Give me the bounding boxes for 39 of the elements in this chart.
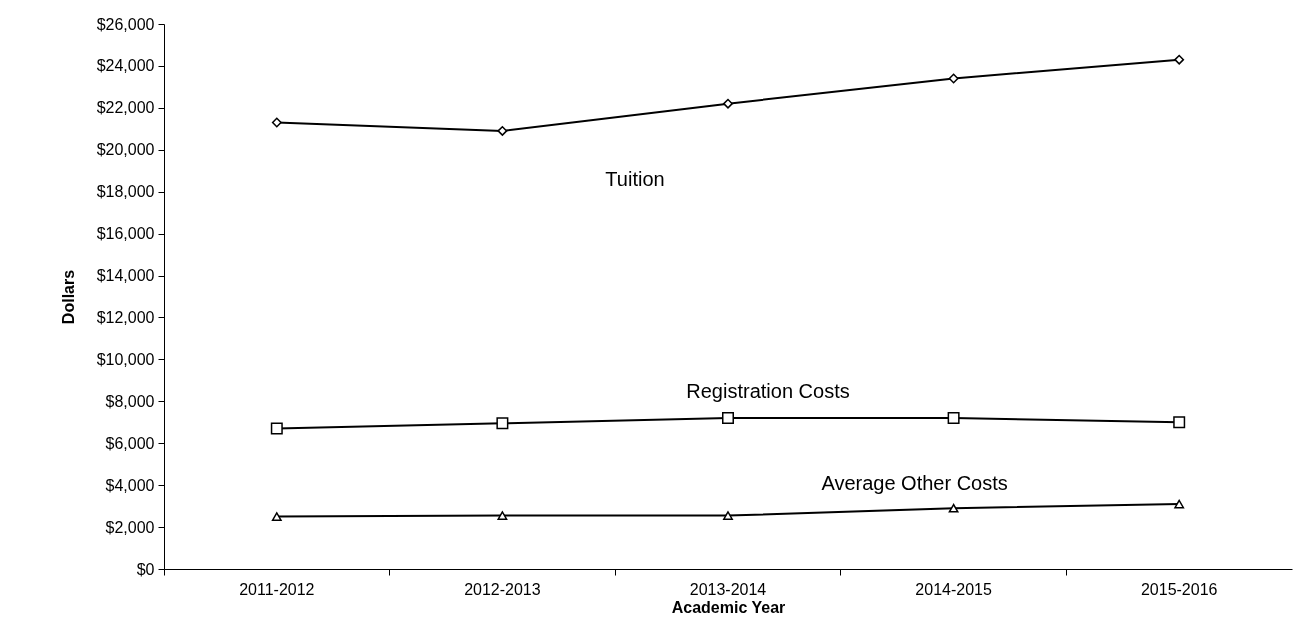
y-axis-title: Dollars (59, 269, 77, 325)
point (948, 73, 959, 84)
series-label: Average Other Costs (821, 472, 1008, 495)
point (497, 125, 508, 136)
point (496, 417, 509, 430)
point (1174, 499, 1185, 509)
y-tick-label: $16,000 (96, 225, 155, 243)
y-tick-label: $14,000 (96, 267, 155, 285)
point (270, 422, 283, 435)
x-tick-label: 2015-2016 (1140, 580, 1218, 598)
y-tick-label: $8,000 (105, 392, 155, 410)
point (271, 512, 282, 521)
y-tick-label: $24,000 (96, 57, 155, 75)
y-tick-label: $22,000 (96, 99, 155, 117)
point (723, 98, 733, 109)
y-tick-label: $12,000 (96, 308, 155, 326)
point (723, 511, 733, 520)
y-tick-label: $6,000 (105, 434, 155, 452)
y-tick-label: $4,000 (105, 476, 155, 494)
x-tick-label: 2011-2012 (239, 580, 315, 598)
y-tick-label: $10,000 (96, 350, 155, 368)
point (1174, 54, 1185, 65)
y-tick-label: $18,000 (96, 183, 155, 201)
series-label: Registration Costs (686, 380, 850, 403)
point (948, 503, 959, 513)
x-tick-label: 2013-2014 (689, 580, 767, 598)
x-tick-label: 2014-2015 (915, 580, 992, 598)
y-tick-label: $26,000 (96, 15, 155, 33)
x-tick-label: 2012-2013 (464, 580, 541, 598)
point (722, 412, 734, 425)
y-tick-label: $2,000 (105, 518, 155, 536)
point (947, 412, 960, 425)
point (497, 511, 508, 520)
point (1173, 416, 1186, 429)
point (271, 117, 282, 128)
text: Tuition (605, 167, 665, 190)
x-axis-title: Academic Year (671, 598, 786, 616)
y-tick-label: $20,000 (96, 141, 155, 159)
y-tick-label: $0 (136, 560, 155, 578)
